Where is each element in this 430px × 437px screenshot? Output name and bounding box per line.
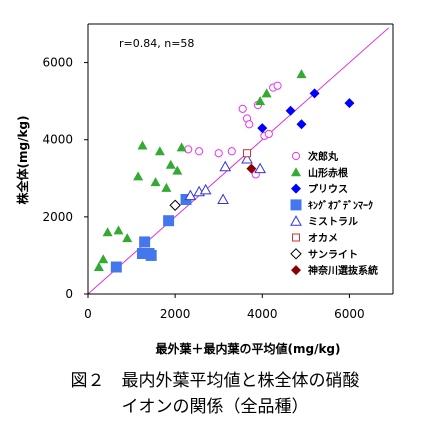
y-tick-label: 0 <box>65 287 73 301</box>
legend-marker <box>292 233 300 242</box>
data-point <box>184 145 193 154</box>
x-tick-label: 6000 <box>334 307 365 321</box>
legend-marker <box>291 167 301 177</box>
data-point <box>344 98 355 109</box>
x-axis-label: 最外葉＋最内葉の平均値(mg/kg) <box>155 341 340 356</box>
data-point <box>176 142 187 152</box>
y-tick-label: 2000 <box>42 210 73 224</box>
legend-marker <box>291 183 301 194</box>
figure-caption-line2: イオンの関係（全品種） <box>121 397 309 417</box>
data-point <box>102 227 113 237</box>
legend-marker <box>290 215 302 226</box>
x-tick-label: 0 <box>84 307 92 321</box>
legend-entry: ｷﾝｸﾞｵﾌﾞﾃﾞﾝﾏｰｸ <box>308 199 373 212</box>
data-point <box>195 147 204 156</box>
data-point <box>184 189 197 201</box>
y-tick-label: 6000 <box>42 56 73 70</box>
y-tick-label: 4000 <box>42 133 73 147</box>
legend-entry: 次郎丸 <box>308 150 339 163</box>
data-point <box>93 262 104 271</box>
legend-marker <box>290 199 302 211</box>
data-point <box>296 69 307 79</box>
data-point <box>264 129 273 139</box>
data-point <box>154 146 165 156</box>
data-point <box>257 123 268 134</box>
x-tick-label: 4000 <box>247 307 278 321</box>
data-point <box>169 199 181 211</box>
data-point <box>217 193 229 204</box>
legend-entry: サンライト <box>308 249 358 261</box>
legend-entry: 山形赤根 <box>308 166 348 179</box>
data-point <box>145 249 157 261</box>
data-point <box>161 182 172 192</box>
legend-marker <box>291 151 301 161</box>
data-point <box>255 96 266 106</box>
data-point <box>219 160 232 172</box>
data-point <box>150 177 161 187</box>
figure-caption-line1: 図２ 最内外葉平均値と株全体の硝酸 <box>70 371 360 391</box>
data-point <box>98 254 109 264</box>
data-point <box>133 171 144 181</box>
data-point <box>309 88 320 99</box>
data-point <box>199 183 212 195</box>
data-point <box>254 162 266 174</box>
correlation-annotation: r=0.84, n=58 <box>119 37 194 50</box>
legend-marker <box>290 248 302 260</box>
data-point <box>285 105 296 116</box>
data-point <box>238 104 247 113</box>
data-point <box>296 119 307 130</box>
data-point <box>273 81 282 90</box>
legend-entry: プリウス <box>308 183 348 196</box>
x-tick-label: 2000 <box>160 307 191 321</box>
data-point <box>136 248 148 259</box>
data-point <box>165 159 176 169</box>
data-point <box>163 215 175 227</box>
data-point <box>246 163 257 174</box>
legend-entry: オカメ <box>308 233 338 245</box>
data-point <box>214 149 223 158</box>
data-point <box>137 140 148 150</box>
data-point <box>139 236 151 248</box>
data-point <box>227 147 236 156</box>
y-axis-label: 株全体(mg/kg) <box>15 115 30 204</box>
data-point <box>261 88 272 98</box>
data-point <box>110 261 122 273</box>
data-point <box>113 225 124 235</box>
data-point <box>122 233 133 243</box>
data-point <box>245 120 254 129</box>
data-point <box>241 152 253 164</box>
legend-marker <box>291 265 301 276</box>
legend-entry: 神奈川選抜系統 <box>308 264 378 277</box>
data-point <box>172 165 183 175</box>
data-point <box>243 149 252 158</box>
legend-entry: ミストラル <box>308 216 358 228</box>
